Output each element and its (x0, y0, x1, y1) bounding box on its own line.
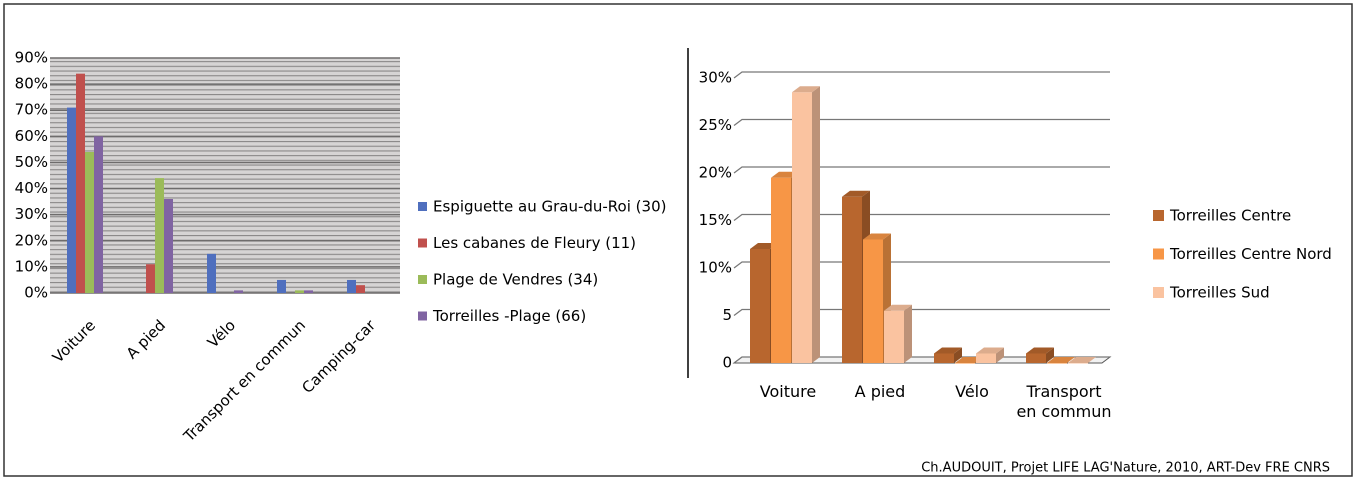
bar-top (884, 304, 912, 311)
bar-top (1047, 357, 1075, 363)
legend-label: Torreilles Centre (1169, 207, 1291, 225)
bar-side (1046, 347, 1054, 363)
bar-side (812, 86, 820, 363)
bar-top (1068, 357, 1096, 363)
legend-label: Espiguette au Grau-du-Roi (30) (433, 198, 666, 216)
bar-side (904, 304, 912, 363)
y-tick-label: 20% (699, 164, 732, 182)
y-tick-label: 80% (15, 75, 48, 93)
y-tick-label: 10% (15, 257, 48, 275)
bar (76, 73, 85, 294)
bar (94, 136, 103, 293)
bar (155, 178, 164, 293)
legend-label: Plage de Vendres (34) (433, 271, 598, 289)
y-tick-label: 40% (15, 179, 48, 197)
bar (234, 290, 243, 293)
legend-swatch (1153, 287, 1164, 298)
y-tick-label: 50% (15, 153, 48, 171)
x-tick-label: Transport en commun (1016, 382, 1112, 421)
bar-front (863, 239, 883, 363)
x-tick-label: Camping-car (298, 316, 379, 397)
bar (146, 264, 155, 293)
bar-front (976, 353, 996, 363)
y-tick-label: 60% (15, 127, 48, 145)
bar-front (1047, 363, 1067, 364)
bar-top (976, 347, 1004, 354)
bar (295, 290, 304, 293)
bar-front (1068, 363, 1088, 364)
legend-label: Les cabanes de Fleury (11) (433, 234, 636, 252)
y-tick-label: 10% (699, 259, 732, 277)
bar (304, 290, 313, 293)
bar-front (750, 249, 770, 363)
y-tick-label: 25% (699, 116, 732, 134)
bar (277, 279, 286, 293)
bar-top (1026, 347, 1054, 354)
legend-swatch (1153, 210, 1164, 221)
y-tick-label: 30% (15, 205, 48, 223)
legend-label: Torreilles -Plage (66) (432, 307, 586, 325)
bar-top (863, 233, 891, 240)
bar-top (792, 86, 820, 93)
bar (356, 285, 365, 293)
grid-line (733, 71, 1110, 79)
y-tick-label: 5 (722, 306, 732, 324)
y-tick-label: 20% (15, 231, 48, 249)
bar (67, 107, 76, 293)
bar (347, 279, 356, 293)
bar (164, 199, 173, 293)
y-tick-label: 30% (699, 69, 732, 87)
bar-side (996, 347, 1004, 363)
grid-line (733, 213, 1110, 221)
bar-front (771, 177, 791, 363)
bar-front (1026, 353, 1046, 363)
plot-background (50, 58, 400, 293)
bar-front (955, 363, 975, 364)
frame (3, 3, 1353, 477)
bar-top (934, 347, 962, 354)
grid-line (733, 166, 1110, 174)
bar-side (954, 347, 962, 363)
grid-line (733, 261, 1110, 269)
legend-swatch (418, 238, 427, 248)
legend-swatch (418, 275, 427, 284)
bar-front (792, 92, 812, 363)
x-tick-label: Vélo (955, 382, 989, 401)
y-tick-label: 0% (24, 284, 48, 302)
y-tick-label: 70% (15, 101, 48, 119)
x-tick-label: Transport en commun (179, 316, 309, 446)
bar-front (884, 310, 904, 363)
bar (207, 253, 216, 293)
legend-swatch (418, 202, 427, 211)
x-tick-label: Voiture (759, 382, 817, 401)
grid-line (733, 308, 1110, 316)
legend-swatch (1153, 248, 1164, 260)
x-tick-label: Voiture (49, 316, 99, 366)
credit: Ch.AUDOUIT, Projet LIFE LAG'Nature, 2010… (921, 461, 1330, 476)
y-tick-label: 15% (699, 211, 732, 229)
legend-label: Torreilles Sud (1169, 284, 1270, 302)
x-tick-label: A pied (123, 316, 169, 362)
bar-front (842, 196, 862, 363)
y-tick-label: 0 (722, 354, 732, 372)
legend-swatch (418, 311, 427, 321)
legend-label: Torreilles Centre Nord (1169, 245, 1332, 263)
x-tick-label: Vélo (204, 316, 239, 351)
bar-front (934, 353, 954, 363)
bar-top (842, 190, 870, 197)
bar (85, 152, 94, 293)
x-tick-label: A pied (854, 382, 906, 401)
y-tick-label: 90% (15, 49, 48, 67)
grid-line (733, 118, 1110, 126)
